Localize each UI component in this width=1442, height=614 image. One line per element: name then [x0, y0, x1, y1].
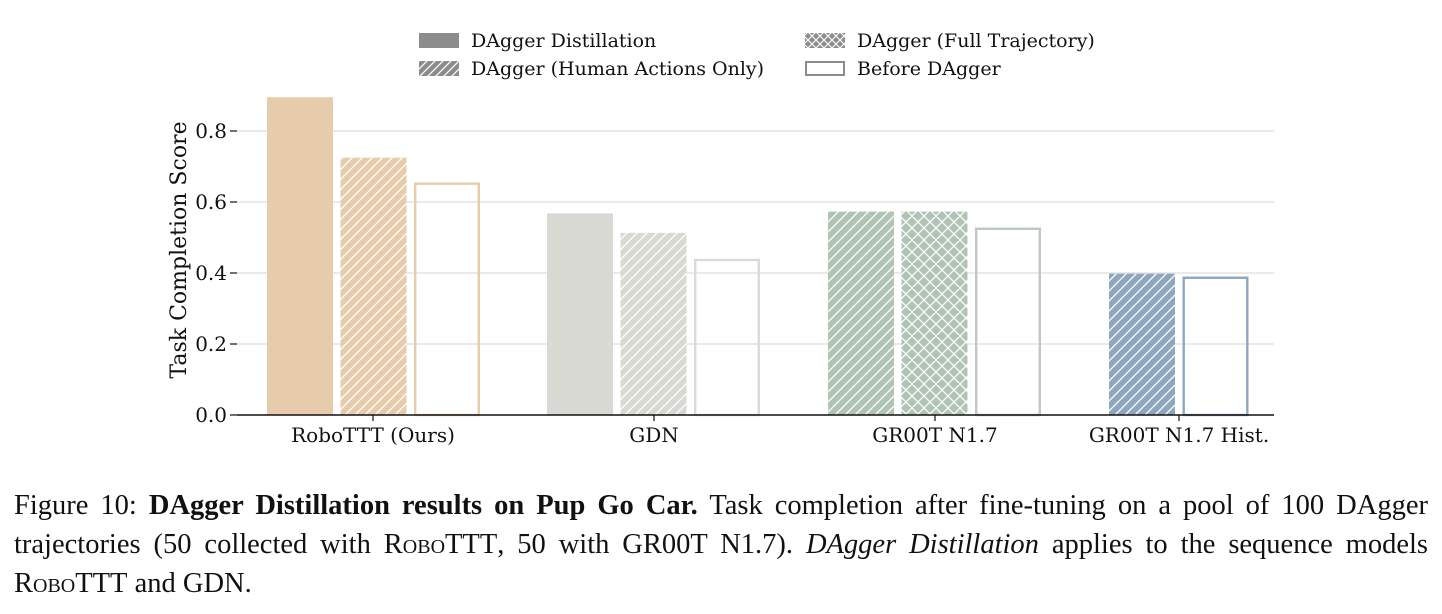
x-tick-label: RoboTTT (Ours) [291, 423, 455, 447]
bar-hatch [620, 232, 687, 415]
bar-chart: 0.0 0.2 0.4 0.6 0.8 RoboTTT (Ours) GDN GR00T N… [167, 30, 1274, 447]
caption-text-4: and GDN. [134, 568, 252, 599]
bar [267, 97, 333, 416]
legend-label: Before DAgger [857, 58, 1002, 80]
bar-hatch [1109, 273, 1175, 415]
y-axis-ticks: 0.0 0.2 0.4 0.6 0.8 [195, 119, 237, 427]
caption-text-1: Task completion after fine-tuning on a p… [14, 490, 1428, 560]
legend-item: DAgger Distillation [419, 30, 656, 52]
bar-hatch [901, 211, 968, 415]
bar-hatch [340, 157, 407, 415]
y-tick-label: 0.4 [195, 261, 227, 285]
bars [267, 97, 1249, 417]
legend-swatch [419, 33, 459, 48]
gridlines [237, 130, 1274, 345]
x-axis-ticks: RoboTTT (Ours) GDN GR00T N1.7 GR00T N1.7 Hi… [291, 415, 1269, 447]
caption-italic: DAgger Distillation [805, 529, 1039, 560]
legend-swatch [805, 61, 845, 76]
caption-text-2: , 50 with GR00T N1.7). [497, 529, 794, 560]
bar [547, 213, 613, 415]
legend-label: DAgger (Human Actions Only) [471, 58, 764, 80]
y-tick-label: 0.8 [195, 119, 227, 143]
legend-label: DAgger Distillation [471, 30, 656, 52]
legend-item: DAgger (Full Trajectory) [805, 30, 1095, 52]
y-tick-label: 0.0 [195, 403, 227, 427]
legend-label: DAgger (Full Trajectory) [857, 30, 1095, 52]
legend: DAgger Distillation DAgger (Human Actions… [419, 30, 1095, 80]
bar [694, 258, 761, 417]
caption-robottt-2: RoboTTT [14, 568, 128, 599]
caption-label: Figure 10: [14, 490, 137, 521]
legend-item: DAgger (Human Actions Only) [419, 58, 764, 80]
caption-text-3: applies to the sequence models [1051, 529, 1429, 560]
legend-swatch-hatch [805, 33, 845, 48]
legend-item: Before DAgger [805, 58, 1002, 80]
x-tick-label: GDN [629, 423, 679, 447]
caption-bold-title: DAgger Distillation results on Pup Go Ca… [148, 490, 698, 521]
y-axis-label: Task Completion Score [167, 121, 192, 378]
bar [1182, 276, 1249, 417]
caption-robottt-1: RoboTTT [383, 529, 498, 560]
x-tick-label: GR00T N1.7 [872, 423, 998, 447]
figure-caption: Figure 10: DAgger Distillation results o… [14, 486, 1428, 603]
x-tick-label: GR00T N1.7 Hist. [1089, 423, 1269, 447]
y-tick-label: 0.2 [195, 332, 227, 356]
bar [975, 227, 1042, 417]
bar [414, 182, 481, 417]
bar-hatch [828, 211, 894, 415]
legend-swatch-hatch [419, 61, 459, 76]
y-tick-label: 0.6 [195, 190, 227, 214]
